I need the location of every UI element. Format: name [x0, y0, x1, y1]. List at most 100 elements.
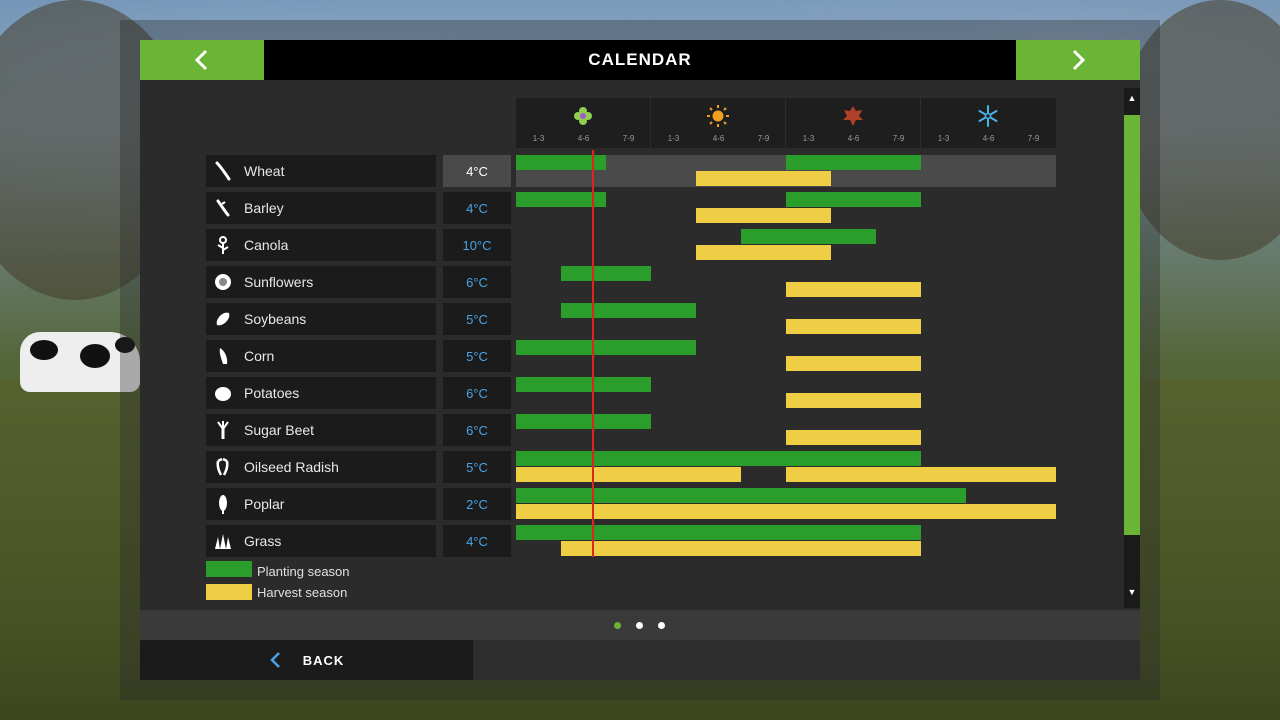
crop-temperature: 2°C — [443, 488, 511, 520]
crop-name-label: Sugar Beet — [244, 422, 315, 438]
crop-row-sunflowers[interactable]: Sunflowers — [206, 266, 436, 298]
planting-bar — [741, 229, 876, 244]
sun-icon — [705, 103, 731, 129]
planting-bar — [516, 377, 651, 392]
back-button[interactable]: BACK — [140, 640, 473, 680]
planting-bar — [516, 525, 921, 540]
planting-bar — [786, 192, 921, 207]
season-autumn — [786, 98, 921, 148]
sugar-beet-icon — [212, 419, 234, 441]
canola-icon — [212, 234, 234, 256]
crop-name-label: Oilseed Radish — [244, 459, 339, 475]
crop-temperature: 6°C — [443, 414, 511, 446]
crop-temperature: 5°C — [443, 451, 511, 483]
background-cow — [20, 332, 140, 392]
harvest-bar — [786, 430, 921, 445]
chevron-right-icon — [1072, 49, 1086, 71]
page-dot-3[interactable] — [658, 622, 665, 629]
planting-bar — [516, 192, 606, 207]
corn-icon — [212, 345, 234, 367]
month-label: 1-3 — [667, 134, 680, 143]
flower-icon — [570, 103, 596, 129]
month-label: 1-3 — [937, 134, 950, 143]
poplar-icon — [212, 493, 234, 515]
soybean-icon — [212, 308, 234, 330]
radish-icon — [212, 456, 234, 478]
harvest-bar — [786, 282, 921, 297]
crop-name-label: Wheat — [244, 163, 285, 179]
prev-page-button[interactable] — [140, 40, 264, 80]
crop-row-wheat[interactable]: Wheat — [206, 155, 436, 187]
arrow-down-icon[interactable]: ▼ — [1127, 587, 1137, 597]
arrow-up-icon[interactable]: ▲ — [1127, 93, 1137, 103]
barley-icon — [212, 197, 234, 219]
month-label: 7-9 — [757, 134, 770, 143]
scrollbar-thumb[interactable] — [1124, 115, 1140, 535]
chevron-left-icon — [194, 49, 208, 71]
harvest-bar — [696, 208, 831, 223]
month-label: 4-6 — [577, 134, 590, 143]
planting-bar — [516, 451, 921, 466]
legend-planting-swatch — [206, 561, 252, 577]
background-tree-right — [1120, 0, 1280, 260]
crop-name-label: Grass — [244, 533, 282, 549]
crop-temperature: 6°C — [443, 377, 511, 409]
sunflower-icon — [212, 271, 234, 293]
crop-row-poplar[interactable]: Poplar — [206, 488, 436, 520]
crop-row-barley[interactable]: Barley — [206, 192, 436, 224]
harvest-bar — [786, 319, 921, 334]
crop-row-canola[interactable]: Canola — [206, 229, 436, 261]
harvest-bar — [696, 171, 831, 186]
wheat-icon — [212, 160, 234, 182]
planting-bar — [516, 414, 651, 429]
planting-bar — [561, 266, 651, 281]
crop-row-corn[interactable]: Corn — [206, 340, 436, 372]
month-label: 4-6 — [847, 134, 860, 143]
month-label: 4-6 — [712, 134, 725, 143]
crop-row-potatoes[interactable]: Potatoes — [206, 377, 436, 409]
crop-name-label: Poplar — [244, 496, 285, 512]
harvest-bar — [516, 467, 741, 482]
month-label: 7-9 — [1027, 134, 1040, 143]
legend-planting-label: Planting season — [257, 564, 350, 579]
page-dot-2[interactable] — [636, 622, 643, 629]
page-title: CALENDAR — [588, 50, 692, 69]
harvest-bar — [786, 467, 1056, 482]
potato-icon — [212, 382, 234, 404]
season-summer — [651, 98, 786, 148]
crop-temperature: 4°C — [443, 192, 511, 224]
season-spring — [516, 98, 651, 148]
month-label: 7-9 — [622, 134, 635, 143]
month-label: 7-9 — [892, 134, 905, 143]
crop-row-grass[interactable]: Grass — [206, 525, 436, 557]
crop-name-label: Barley — [244, 200, 284, 216]
planting-bar — [516, 155, 606, 170]
crop-name-label: Canola — [244, 237, 289, 253]
crop-name-label: Soybeans — [244, 311, 307, 327]
legend-harvest-label: Harvest season — [257, 585, 348, 600]
month-label: 4-6 — [982, 134, 995, 143]
header-bar — [140, 40, 1140, 80]
page-dot-1[interactable] — [614, 622, 621, 629]
chevron-left-icon — [269, 652, 280, 668]
harvest-bar — [786, 393, 921, 408]
harvest-bar — [516, 504, 1056, 519]
crop-row-sugar-beet[interactable]: Sugar Beet — [206, 414, 436, 446]
current-period-marker — [591, 150, 594, 557]
crop-name-label: Sunflowers — [244, 274, 314, 290]
crop-temperature: 10°C — [443, 229, 511, 261]
planting-bar — [516, 340, 696, 355]
crop-temperature: 5°C — [443, 303, 511, 335]
crop-row-oilseed-radish[interactable]: Oilseed Radish — [206, 451, 436, 483]
crop-temperature: 4°C — [443, 525, 511, 557]
harvest-bar — [696, 245, 831, 260]
season-winter — [921, 98, 1056, 148]
leaf-icon — [840, 103, 866, 129]
legend-harvest-swatch — [206, 584, 252, 600]
snowflake-icon — [975, 103, 1001, 129]
month-label: 1-3 — [532, 134, 545, 143]
next-page-button[interactable] — [1016, 40, 1140, 80]
crop-name-label: Potatoes — [244, 385, 300, 401]
crop-row-soybeans[interactable]: Soybeans — [206, 303, 436, 335]
month-label: 1-3 — [802, 134, 815, 143]
